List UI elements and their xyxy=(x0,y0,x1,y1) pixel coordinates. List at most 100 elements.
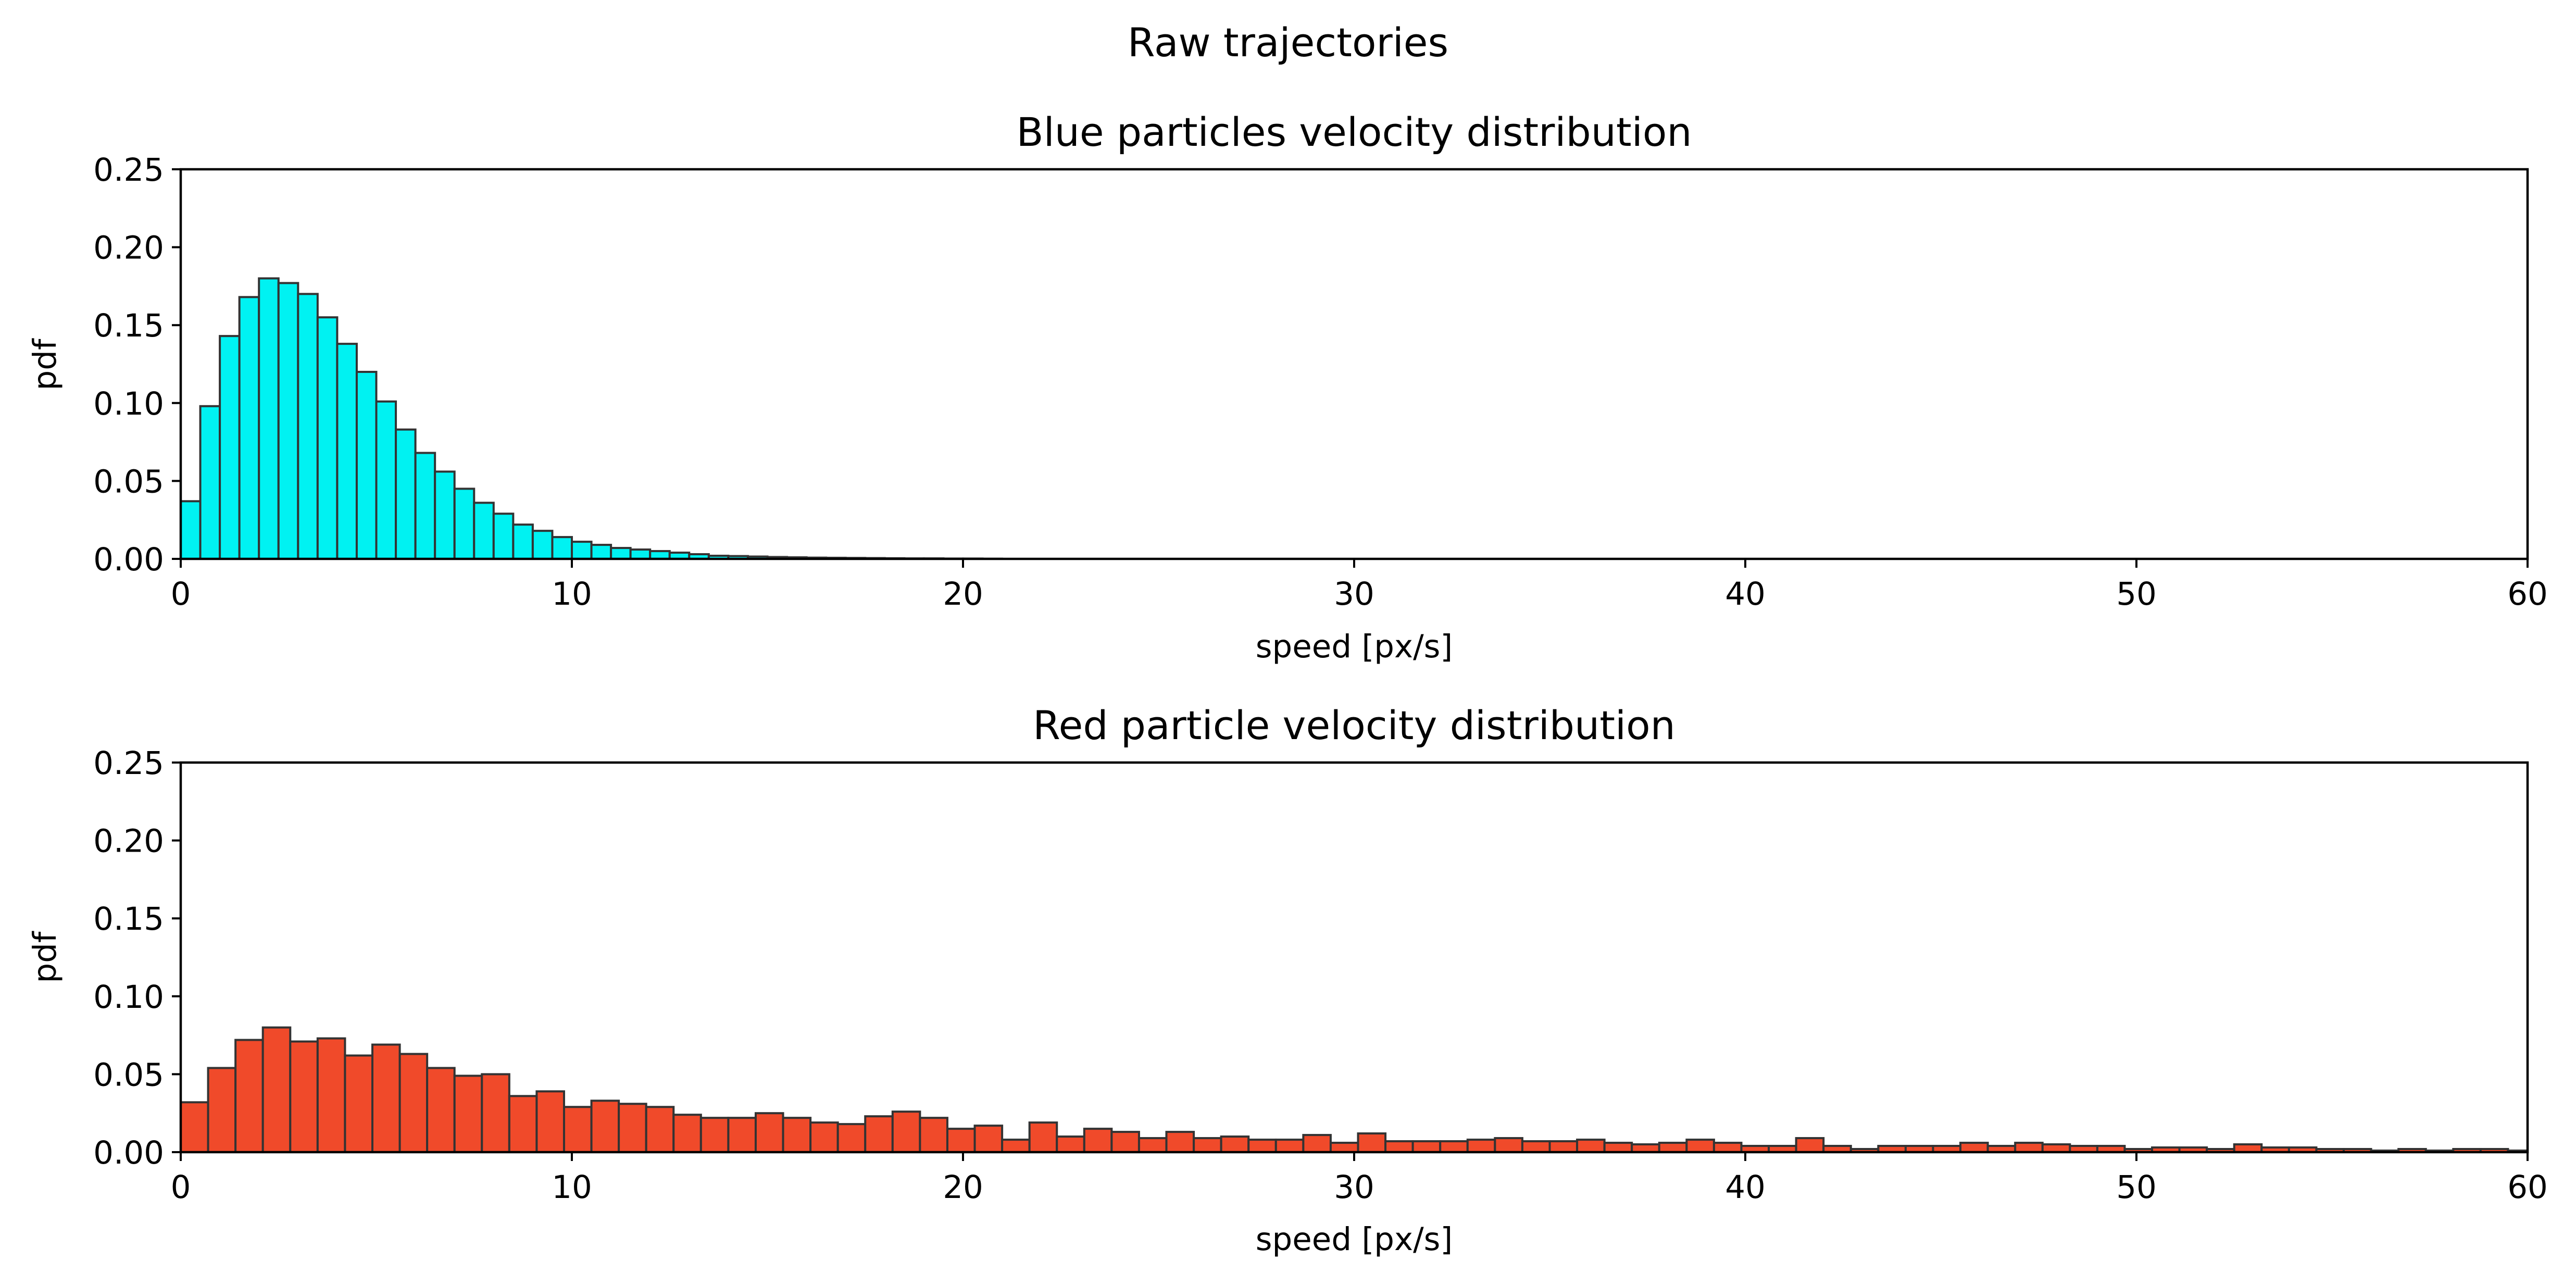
blue-histogram-bar xyxy=(395,428,417,560)
blue-histogram-bar xyxy=(531,530,554,560)
red-histogram-bar xyxy=(1658,1142,1688,1154)
figure-suptitle: Raw trajectories xyxy=(1128,19,1448,66)
blue-x-tick-label: 50 xyxy=(2116,576,2157,613)
blue-histogram-bar xyxy=(492,513,515,560)
blue-axis-ticks: 0 10 20 30 40 50 60 0.00 0.05 0.10 0.15 0.20 0.25 xyxy=(93,152,2548,613)
red-histogram-bar xyxy=(1576,1139,1606,1153)
blue-velocity-panel: Blue particles velocity distribution spe… xyxy=(27,109,2548,665)
blue-histogram-bar xyxy=(375,400,397,560)
red-velocity-panel: Red particle velocity distribution speed… xyxy=(27,702,2548,1258)
red-histogram-bar xyxy=(180,1101,209,1154)
blue-y-tick-label: 0.10 xyxy=(93,385,164,422)
red-histogram-bar xyxy=(2014,1142,2044,1154)
red-histogram-bar xyxy=(1439,1140,1469,1153)
red-x-tick-label: 0 xyxy=(171,1169,191,1206)
blue-histogram-bar xyxy=(434,470,456,560)
red-panel-ylabel: pdf xyxy=(27,931,64,983)
red-histogram-bar xyxy=(1494,1137,1523,1154)
red-histogram-bar xyxy=(289,1040,319,1153)
red-histogram-bar xyxy=(946,1128,976,1154)
red-histogram-bar xyxy=(371,1043,401,1153)
red-histogram-bar xyxy=(562,1106,593,1153)
blue-histogram-bar xyxy=(355,370,378,560)
blue-histogram-bar xyxy=(316,316,339,560)
red-histogram-bar xyxy=(645,1106,675,1153)
blue-histogram-bar xyxy=(297,293,319,560)
blue-histogram-bar xyxy=(610,547,632,560)
blue-x-tick-label: 40 xyxy=(1725,576,1766,613)
red-histogram-bar xyxy=(1685,1139,1715,1153)
red-histogram-bar xyxy=(1083,1128,1113,1154)
red-histogram-bar xyxy=(535,1090,565,1154)
blue-panel-xlabel: speed [px/s] xyxy=(1256,628,1453,665)
blue-histogram-bar xyxy=(414,452,436,560)
red-axis-ticks: 0 10 20 30 40 50 60 0.00 0.05 0.10 0.15 0.20 0.25 xyxy=(93,745,2548,1206)
red-histogram-bar xyxy=(699,1117,730,1154)
blue-histogram-bar xyxy=(590,544,612,560)
blue-histogram-bar xyxy=(551,536,573,560)
blue-y-tick-label: 0.15 xyxy=(93,307,164,344)
blue-histogram-bar xyxy=(512,523,534,560)
red-histogram-bar xyxy=(234,1039,264,1154)
red-histogram-bar xyxy=(1247,1139,1277,1153)
blue-y-tick-label: 0.00 xyxy=(93,541,164,578)
red-histogram-bar xyxy=(864,1115,894,1154)
red-histogram-bar xyxy=(1959,1142,1989,1154)
red-y-tick-label: 0.20 xyxy=(93,823,164,860)
red-histogram-bar xyxy=(1220,1135,1250,1154)
red-panel-xlabel: speed [px/s] xyxy=(1256,1221,1453,1258)
red-histogram-bar xyxy=(727,1117,757,1154)
blue-axes-frame xyxy=(179,168,2529,560)
blue-histogram-bar xyxy=(277,282,299,560)
red-histogram-bar xyxy=(672,1114,702,1153)
blue-x-tick-label: 60 xyxy=(2507,576,2548,613)
red-histogram-bar xyxy=(1384,1140,1414,1153)
red-histogram-bar xyxy=(973,1125,1004,1153)
red-histogram-bar xyxy=(481,1073,510,1153)
red-histogram-bar xyxy=(809,1121,839,1154)
blue-histogram-bar xyxy=(571,541,593,560)
blue-y-tick-label: 0.20 xyxy=(93,230,164,267)
blue-panel-title: Blue particles velocity distribution xyxy=(1016,109,1692,155)
red-histogram-bar xyxy=(1329,1142,1359,1154)
red-x-tick-label: 50 xyxy=(2116,1169,2157,1206)
red-histogram-bar xyxy=(754,1112,784,1153)
red-histogram-bar xyxy=(1548,1140,1579,1153)
blue-x-tick-label: 20 xyxy=(943,576,983,613)
red-histogram-bar xyxy=(453,1075,483,1154)
red-histogram-bar xyxy=(1466,1139,1496,1153)
blue-x-tick-label: 0 xyxy=(171,576,191,613)
red-histogram-bar xyxy=(398,1053,429,1154)
red-histogram-bar xyxy=(261,1026,292,1154)
red-histogram-bar xyxy=(207,1067,237,1153)
red-y-tick-label: 0.00 xyxy=(93,1134,164,1171)
red-histogram-bar xyxy=(426,1067,456,1153)
blue-histogram-bar xyxy=(199,405,221,560)
red-histogram-bar xyxy=(1137,1137,1168,1154)
red-y-tick-label: 0.25 xyxy=(93,745,164,782)
red-histogram-bar xyxy=(316,1037,346,1153)
red-histogram-bar xyxy=(891,1110,921,1154)
blue-x-tick-label: 30 xyxy=(1334,576,1374,613)
blue-histogram-bar xyxy=(219,335,241,560)
red-y-tick-label: 0.15 xyxy=(93,901,164,938)
red-axes-frame xyxy=(179,761,2529,1154)
red-histogram-bar xyxy=(1028,1121,1058,1154)
blue-y-tick-label: 0.05 xyxy=(93,463,164,500)
red-histogram-bar xyxy=(508,1095,538,1154)
red-histogram-bar xyxy=(1712,1142,1743,1154)
red-histogram-bar xyxy=(782,1117,812,1154)
red-histogram-bar xyxy=(1001,1139,1031,1153)
red-x-tick-label: 40 xyxy=(1725,1169,1766,1206)
blue-x-tick-label: 10 xyxy=(552,576,592,613)
red-x-tick-label: 10 xyxy=(552,1169,592,1206)
blue-histogram-bar xyxy=(629,548,652,560)
red-histogram-bar xyxy=(1056,1135,1085,1154)
red-histogram-bar xyxy=(1110,1131,1140,1154)
red-histogram-bar xyxy=(344,1054,373,1153)
blue-histogram-bar xyxy=(180,500,202,560)
red-x-tick-label: 30 xyxy=(1334,1169,1374,1206)
blue-histogram-bar xyxy=(238,296,260,560)
red-histogram-bar xyxy=(836,1123,867,1154)
